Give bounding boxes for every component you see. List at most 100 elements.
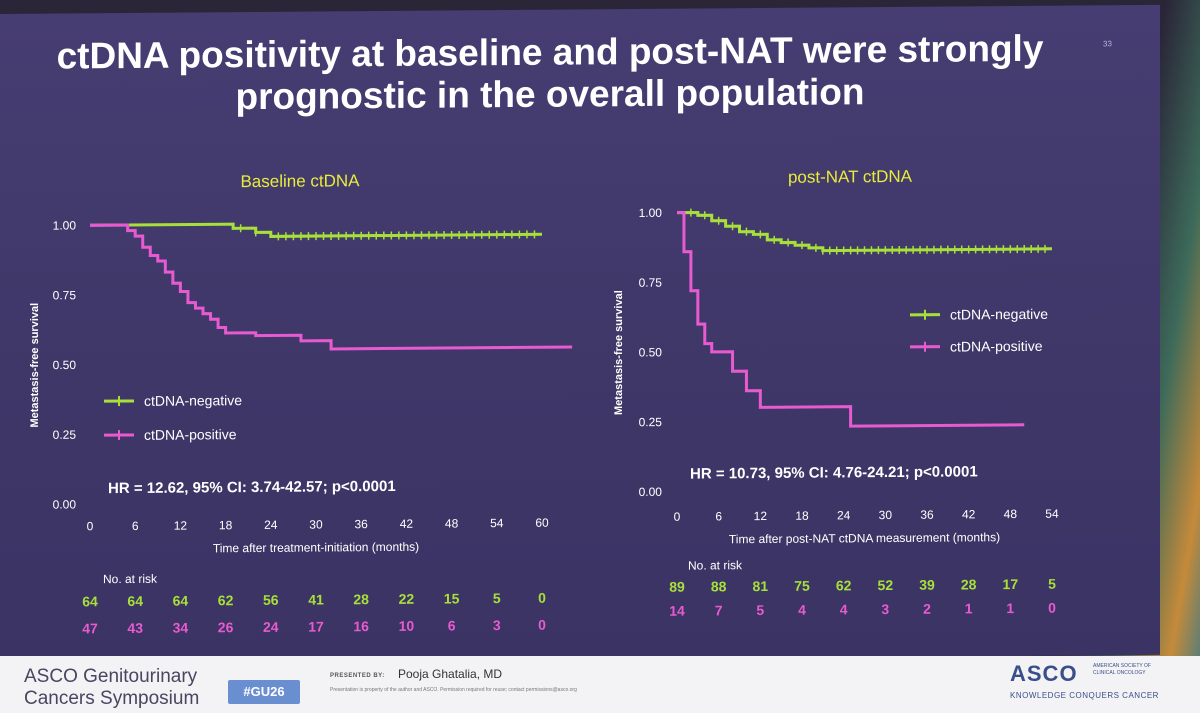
panel1-at-risk-positive: 34 (173, 620, 189, 636)
panel1-x-tick: 54 (490, 516, 504, 530)
panel2-at-risk-positive: 5 (756, 602, 764, 618)
km-charts: Baseline ctDNA Metastasis-free survival 1.… (29, 167, 1059, 637)
panel1-y-tick: 1.00 (53, 218, 77, 232)
panel2-at-risk-positive: 2 (923, 601, 931, 617)
asco-subtitle-line-2: CLINICAL ONCOLOGY (1093, 670, 1146, 676)
panel1-x-tick: 24 (264, 518, 278, 532)
panel2-y-tick: 0.00 (639, 485, 663, 499)
panel2-legend-label-0: ctDNA-negative (950, 306, 1048, 323)
hashtag-badge: #GU26 (228, 680, 300, 704)
panel2-at-risk-positive: 1 (965, 600, 973, 616)
panel2-y-tick: 0.25 (639, 415, 663, 429)
panel2-risk-label: No. at risk (688, 558, 743, 572)
panel1-y-axis-label: Metastasis-free survival (29, 303, 41, 428)
panel1-risk-label: No. at risk (103, 572, 158, 586)
panel2-x-tick: 24 (837, 508, 851, 522)
panel2-at-risk-negative: 88 (711, 578, 727, 594)
disclaimer-text: Presentation is property of the author a… (330, 687, 577, 693)
asco-tagline: KNOWLEDGE CONQUERS CANCER (1010, 691, 1159, 700)
presenter-name: Pooja Ghatalia, MD (398, 667, 503, 681)
panel1-y-tick: 0.50 (53, 358, 77, 372)
panel2-title: post-NAT ctDNA (788, 167, 913, 187)
panel2-hr-annotation: HR = 10.73, 95% CI: 4.76-24.21; p<0.0001 (690, 463, 978, 482)
panel2-y-tick: 0.75 (639, 276, 663, 290)
panel2-at-risk-positive: 7 (715, 602, 723, 618)
panel1-at-risk-positive: 6 (448, 617, 456, 633)
panel1-x-tick: 30 (309, 517, 323, 531)
panel1-at-risk-negative: 56 (263, 592, 279, 608)
panel1-x-tick: 0 (87, 519, 94, 533)
panel2-at-risk-positive: 3 (881, 601, 889, 617)
panel2-x-tick: 12 (754, 509, 768, 523)
panel2-at-risk-negative: 39 (919, 577, 935, 593)
panel1-hr-annotation: HR = 12.62, 95% CI: 3.74-42.57; p<0.0001 (108, 478, 396, 497)
symposium-name-line-1: ASCO Genitourinary (24, 666, 198, 687)
panel2-at-risk-positive: 1 (1006, 600, 1014, 616)
panel1-at-risk-negative: 41 (308, 591, 324, 607)
panel1-at-risk-positive: 24 (263, 619, 279, 635)
panel1-at-risk-negative: 5 (493, 590, 501, 606)
panel2-x-tick: 36 (920, 508, 934, 522)
panel1-at-risk-negative: 15 (444, 590, 460, 606)
panel2-x-tick: 18 (795, 509, 809, 523)
asco-logo: ASCO (1010, 661, 1078, 686)
panel1-at-risk-negative: 64 (82, 593, 98, 609)
panel2-at-risk-negative: 75 (794, 578, 810, 594)
panel2-x-axis-label: Time after post-NAT ctDNA measurement (m… (729, 530, 1000, 546)
panel1-title: Baseline ctDNA (240, 171, 360, 191)
panel1-x-tick: 60 (535, 516, 549, 530)
panel2-x-tick: 6 (715, 509, 722, 523)
panel1-x-tick: 42 (400, 517, 414, 531)
panel1-x-tick: 12 (174, 519, 188, 533)
panel1-series-negative-line (90, 222, 542, 238)
panel1-at-risk-positive: 10 (399, 618, 415, 634)
panel2-at-risk-negative: 17 (1003, 576, 1019, 592)
panel1-at-risk-negative: 64 (127, 593, 143, 609)
panel1-series-positive-line (90, 223, 573, 351)
panel1-at-risk-positive: 17 (308, 618, 324, 634)
panel1-at-risk-positive: 26 (218, 619, 234, 635)
panel1-legend-label-0: ctDNA-negative (144, 392, 242, 409)
slide-footer: ASCO Genitourinary Cancers Symposium #GU… (0, 656, 1200, 713)
panel1-at-risk-negative: 0 (538, 590, 546, 606)
panel1-at-risk-positive: 0 (538, 617, 546, 633)
panel2-x-tick: 0 (674, 510, 681, 524)
panel2-at-risk-negative: 62 (836, 577, 852, 593)
panel2-x-tick: 54 (1045, 507, 1059, 521)
panel2-y-tick: 0.50 (639, 345, 663, 359)
panel2-legend-label-1: ctDNA-positive (950, 338, 1043, 355)
panel2-at-risk-negative: 5 (1048, 576, 1056, 592)
panel1-x-tick: 18 (219, 518, 233, 532)
panel1-at-risk-negative: 22 (399, 591, 415, 607)
symposium-name-line-2: Cancers Symposium (24, 688, 200, 709)
asco-subtitle-line-1: AMERICAN SOCIETY OF (1093, 663, 1151, 669)
panel1-x-tick: 48 (445, 516, 459, 530)
panel1-x-axis-label: Time after treatment-initiation (months) (213, 540, 419, 556)
panel2-x-tick: 48 (1004, 507, 1018, 521)
panel1-at-risk-positive: 3 (493, 617, 501, 633)
panel2-at-risk-negative: 89 (669, 579, 685, 595)
panel2-at-risk-positive: 4 (840, 601, 848, 617)
panel1-at-risk-positive: 43 (127, 620, 143, 636)
panel1-y-tick: 0.75 (53, 288, 77, 302)
panel2-at-risk-positive: 4 (798, 602, 806, 618)
panel1-x-tick: 36 (355, 517, 369, 531)
panel1-at-risk-negative: 28 (353, 591, 369, 607)
panel2-at-risk-negative: 28 (961, 576, 977, 592)
panel1-at-risk-positive: 16 (353, 618, 369, 634)
presentation-slide: ctDNA positivity at baseline and post-NA… (0, 4, 1160, 664)
panel2-at-risk-negative: 81 (753, 578, 769, 594)
panel1-at-risk-negative: 62 (218, 592, 234, 608)
panel1-y-tick: 0.00 (53, 497, 77, 511)
panel1-y-tick: 0.25 (53, 428, 77, 442)
panel1-at-risk-negative: 64 (173, 593, 189, 609)
panel2-at-risk-positive: 0 (1048, 600, 1056, 616)
panel2-x-tick: 42 (962, 507, 976, 521)
presented-by-label: PRESENTED BY: (330, 673, 385, 679)
panel1-x-tick: 6 (132, 519, 139, 533)
panel2-y-axis-label: Metastasis-free survival (613, 290, 625, 415)
panel1-at-risk-positive: 47 (82, 620, 98, 636)
panel1-legend-label-1: ctDNA-positive (144, 426, 237, 443)
panel2-series-positive-line (677, 211, 1025, 428)
